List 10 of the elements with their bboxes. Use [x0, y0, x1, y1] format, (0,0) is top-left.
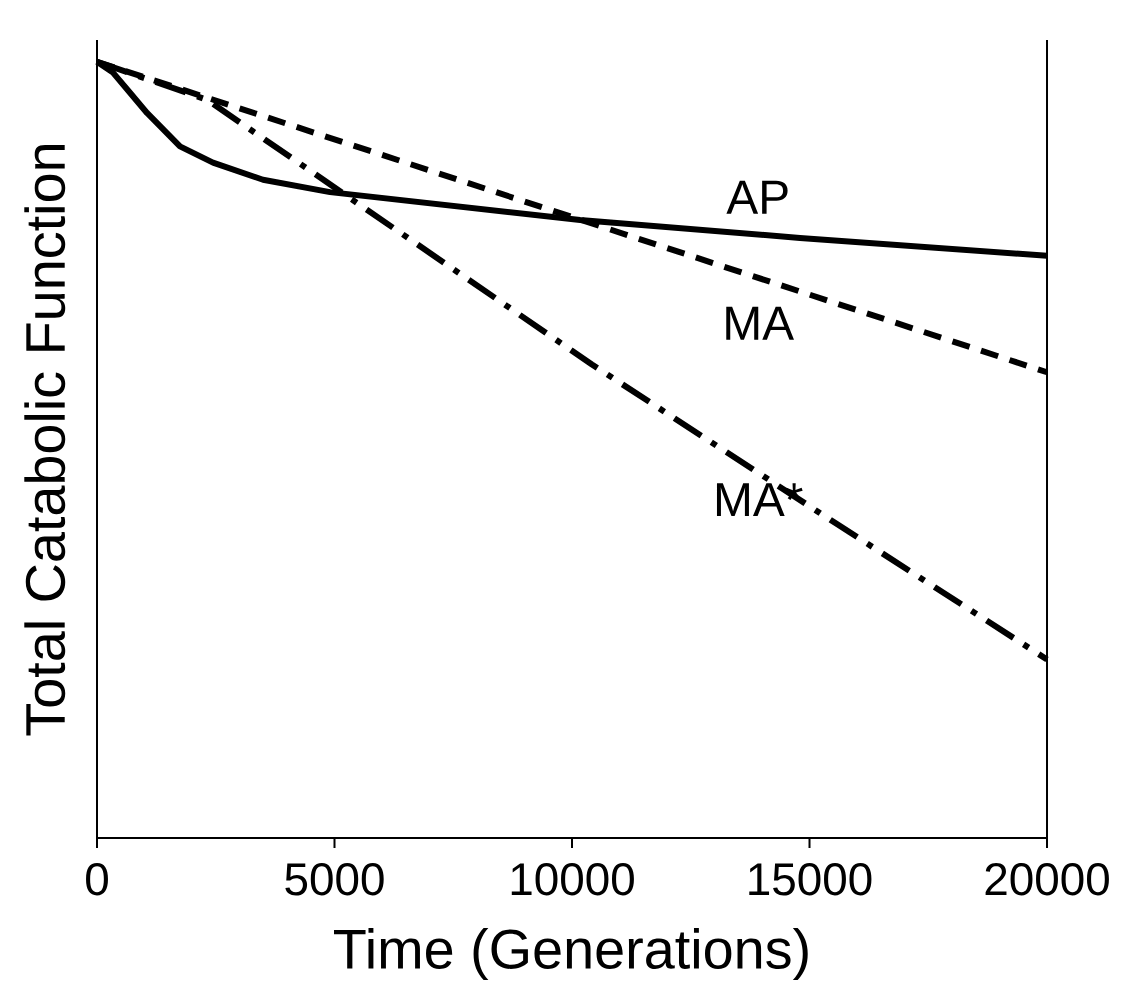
x-tick-label: 10000: [511, 863, 634, 896]
x-tick-label: 15000: [749, 863, 872, 896]
x-tick-label: 5000: [285, 863, 384, 896]
y-axis-title: Total Catabolic Function: [24, 145, 66, 736]
series-label: MA*: [716, 483, 803, 517]
series-label: AP: [726, 180, 788, 214]
x-tick-label: 0: [86, 863, 108, 896]
x-axis-title: Time (Generations): [334, 928, 808, 980]
x-tick-label: 20000: [985, 863, 1109, 896]
series-label: MA: [726, 306, 794, 340]
